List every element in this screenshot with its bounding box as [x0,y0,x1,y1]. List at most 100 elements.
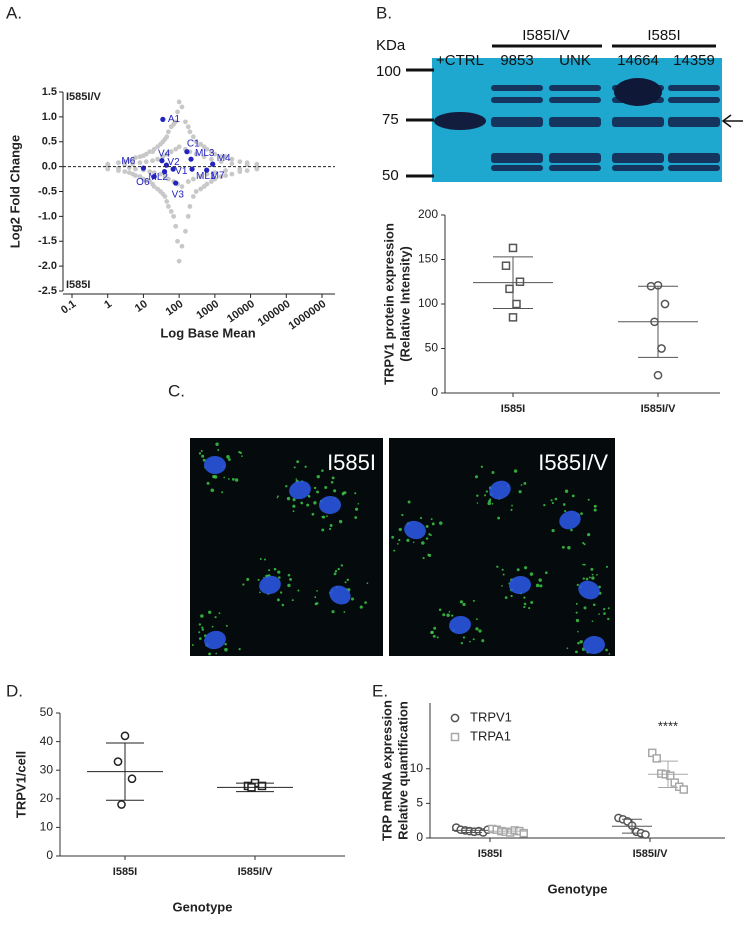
marker-label: 100 [376,63,401,80]
arrow-head [721,114,732,128]
speckle [575,618,580,623]
speckle [293,466,296,469]
x-tick-label: I585I/V [633,848,669,860]
gene-point [208,149,214,155]
gene-label: A1 [168,114,181,125]
gene-point [143,159,149,165]
speckle [316,490,320,494]
band [668,97,720,103]
gene-point [218,159,224,165]
speckle [598,613,600,615]
speckle [551,529,555,533]
y-tick-label: 0 [46,848,53,862]
gene-label: M6 [121,156,135,167]
gene-point [173,223,179,229]
gene-point [116,160,121,166]
speckle [480,465,484,468]
band [491,97,543,103]
gene-point [254,165,260,171]
band [491,117,543,127]
speckle [588,576,591,579]
gene-highlight [160,116,166,122]
speckle [427,553,430,557]
speckle [472,638,475,641]
speckle [198,452,202,455]
gene-point [155,156,161,162]
band [491,165,543,171]
speckle [227,478,230,480]
speckle [277,495,279,498]
gene-point [193,151,199,157]
speckle [334,570,338,573]
speckle [366,582,369,585]
speckle [306,503,310,507]
gene-point [150,158,155,164]
lane-label: UNK [559,52,591,69]
speckle [593,508,597,512]
band [434,112,486,130]
gene-point [223,154,229,160]
speckle [561,545,565,549]
band [491,153,543,163]
speckle [433,626,437,630]
speckle [224,647,228,652]
gene-point [162,174,168,179]
speckle [476,494,479,497]
speckle [257,578,260,581]
nucleus [329,585,351,605]
y-tick-label: -1.5 [38,235,57,247]
speckle [191,643,194,646]
speckle [510,594,513,598]
speckle [292,504,296,508]
speckle [528,607,531,610]
speckle [523,596,526,599]
speckle [607,617,610,621]
x-axis-label: Genotype [173,899,233,914]
speckle [287,573,291,577]
speckle [513,469,518,473]
speckle [550,499,553,502]
lane-label: 14664 [617,52,659,69]
speckle [300,501,304,505]
speckle [198,631,201,634]
gene-point [179,243,185,249]
speckle [530,600,534,604]
speckle [430,518,433,521]
speckle [438,608,442,612]
data-point [113,757,123,766]
speckle [582,577,585,580]
speckle [340,564,344,567]
speckle [292,498,296,502]
speckle [208,610,212,614]
gene-point [173,146,179,152]
y-tick-label: 30 [40,762,54,776]
speckle [344,581,347,584]
gene-point [204,146,210,152]
x-tick-label: I585I [478,848,502,860]
gene-point [187,204,193,209]
gene-point [168,149,174,155]
band [549,153,601,163]
speckle [328,527,332,531]
speckle [238,647,241,651]
speckle [570,528,573,532]
band [549,97,601,103]
nucleus [509,575,531,595]
speckle [564,489,569,493]
speckle [316,474,320,479]
speckle [591,620,594,623]
speckle [485,490,488,493]
speckle [502,573,505,576]
gene-point [151,184,157,189]
y-tick-label: 20 [40,791,54,805]
speckle [583,543,586,546]
speckle [481,639,485,643]
data-point [508,313,518,322]
speckle [224,642,227,646]
gene-point [193,189,199,194]
speckle [571,494,575,498]
speckle [516,568,520,572]
gene-point [244,162,250,168]
nucleus [449,615,471,635]
